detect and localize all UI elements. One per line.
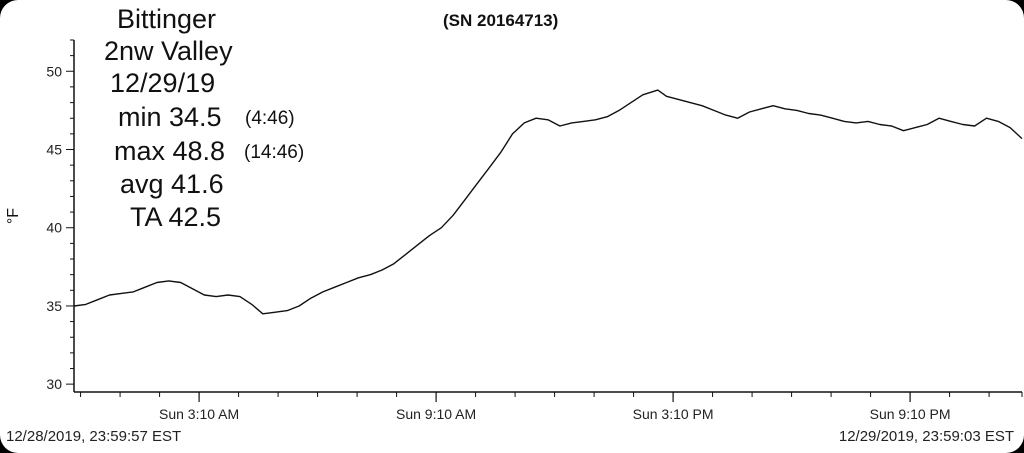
- avg-label: avg 41.6: [120, 169, 224, 199]
- x-tick-label: Sun 9:10 AM: [396, 406, 476, 422]
- x-tick-label: Sun 3:10 PM: [633, 406, 714, 422]
- y-tick-label: 45: [46, 142, 62, 158]
- min-label: min 34.5: [118, 102, 222, 132]
- end-timestamp: 12/29/2019, 23:59:03 EST: [838, 428, 1014, 445]
- x-tick-label: Sun 3:10 AM: [159, 406, 239, 422]
- y-axis-label: °F: [5, 207, 22, 225]
- axes-group: 30 35 40 45 50 Sun 3:10 AM Sun 9:10 AM Sun 3:10…: [46, 39, 1023, 422]
- y-tick-label: 30: [46, 376, 62, 392]
- x-tick-label: Sun 9:10 PM: [870, 406, 951, 422]
- ta-label: TA 42.5: [130, 202, 222, 232]
- date-label: 12/29/19: [110, 68, 216, 98]
- series-group: [73, 89, 1023, 315]
- site-name-line1: Bittinger: [117, 4, 217, 34]
- start-timestamp: 12/28/2019, 23:59:57 EST: [6, 428, 182, 445]
- min-time: (4:46): [245, 108, 295, 129]
- y-tick-label: 50: [46, 63, 62, 79]
- site-name-line2: 2nw Valley: [104, 36, 233, 66]
- y-tick-label: 40: [46, 220, 62, 236]
- serial-number: (SN 20164713): [443, 11, 559, 30]
- max-time: (14:46): [244, 142, 305, 163]
- y-tick-label: 35: [46, 298, 62, 314]
- max-label: max 48.8: [114, 136, 226, 166]
- temperature-series-line: [73, 89, 1023, 315]
